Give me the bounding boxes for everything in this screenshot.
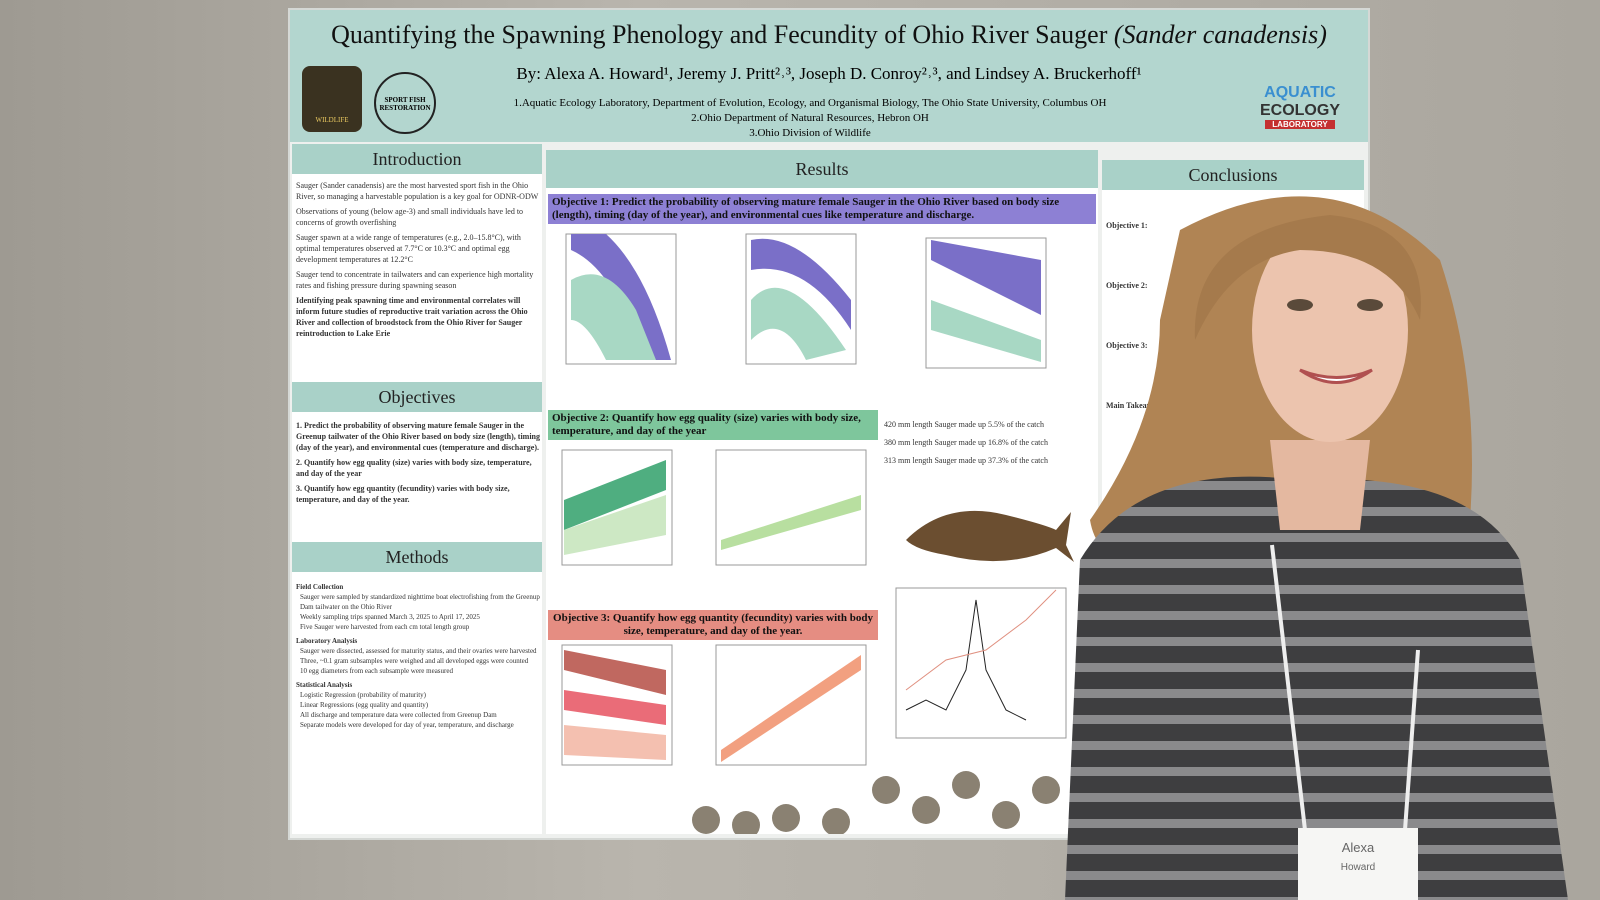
poster: Quantifying the Spawning Phenology and F…: [288, 8, 1370, 840]
bullet: Sauger spawn at a wide range of temperat…: [296, 233, 521, 264]
band: [751, 287, 846, 360]
sweater: [1065, 476, 1568, 900]
bullet: Sauger tend to concentrate in tailwaters…: [296, 270, 534, 290]
section-heading: Methods: [292, 542, 542, 572]
results-column: Results Objective 1: Predict the probabi…: [546, 150, 1098, 834]
hair-top: [1194, 215, 1421, 340]
authors: By: Alexa A. Howard¹, Jeremy J. Pritt²˒³…: [516, 64, 1142, 83]
method-line: Three, ~0.1 gram subsamples were weighed…: [300, 657, 529, 665]
neck: [1270, 440, 1370, 530]
bullet: Identifying peak spawning time and envir…: [296, 296, 528, 338]
logo-text: AQUATIC: [1264, 84, 1336, 101]
line: [905, 589, 1057, 691]
logo-text: ECOLOGY: [1259, 102, 1340, 119]
methods-text: Field Collection Sauger were sampled by s…: [296, 578, 540, 730]
title-species: (Sander canadensis): [1113, 20, 1327, 49]
band: [564, 650, 666, 695]
odnr-logo: WILDLIFE: [302, 66, 362, 132]
left-column: Introduction Sauger (Sander canadensis) …: [292, 144, 542, 834]
band: [564, 725, 666, 760]
objective: 3. Quantify how egg quantity (fecundity)…: [296, 484, 510, 504]
band: [931, 300, 1041, 362]
affiliation: 2.Ohio Department of Natural Resources, …: [691, 112, 929, 124]
eye: [1287, 299, 1313, 311]
result-figures: [561, 233, 1074, 834]
band: [564, 495, 666, 555]
objective-bar: Objective 3: Quantify how egg quantity (…: [548, 610, 878, 640]
badge-name: Alexa: [1342, 840, 1375, 855]
badge-surname: Howard: [1341, 862, 1375, 873]
method-line: Separate models were developed for day o…: [300, 721, 514, 729]
name-badge: [1298, 828, 1418, 900]
egg-photo: [692, 771, 1060, 834]
face: [1252, 218, 1408, 442]
smile: [1299, 368, 1373, 384]
obj1-plots: [565, 233, 1047, 369]
intro-text: Sauger (Sander canadensis) are the most …: [296, 180, 540, 343]
lanyard: [1270, 544, 1420, 831]
plot: [895, 587, 1067, 739]
fish: [906, 510, 1074, 562]
band: [564, 460, 666, 530]
bullet: Sauger (Sander canadensis) are the most …: [296, 181, 539, 201]
title: Quantifying the Spawning Phenology and F…: [331, 20, 1108, 49]
affiliations: 1.Aquatic Ecology Laboratory, Department…: [440, 96, 1180, 141]
method-subheading: Statistical Analysis: [296, 681, 353, 689]
objective-bar: Objective 2: Quantify how egg quality (s…: [548, 410, 878, 440]
band: [721, 655, 861, 762]
bullet: 420 mm length Sauger made up 5.5% of the…: [884, 420, 1044, 429]
band: [564, 690, 666, 725]
fish-body: [906, 510, 1074, 562]
method-line: All discharge and temperature data were …: [300, 711, 497, 719]
affiliation: 1.Aquatic Ecology Laboratory, Department…: [513, 97, 1107, 109]
method-line: Logistic Regression (probability of matu…: [300, 691, 426, 699]
poster-header: Quantifying the Spawning Phenology and F…: [290, 10, 1368, 142]
line: [905, 599, 1027, 721]
affiliation: 3.Ohio Division of Wildlife: [749, 127, 871, 139]
method-subheading: Field Collection: [296, 583, 344, 591]
band: [571, 274, 656, 360]
obj4-plot: [895, 587, 1067, 739]
section-heading: Results: [546, 150, 1098, 188]
subheading: Objective 3:: [1106, 341, 1148, 350]
objectives-text: 1. Predict the probability of observing …: [296, 420, 540, 509]
method-line: Linear Regressions (egg quality and quan…: [300, 701, 429, 709]
bullet: 313 mm length Sauger made up 37.3% of th…: [884, 456, 1048, 465]
objective: 1. Predict the probability of observing …: [296, 421, 540, 452]
sfr-logo: SPORT FISH RESTORATION: [374, 72, 436, 134]
subheading: Objective 1:: [1106, 221, 1148, 230]
method-line: 10 egg diameters from each subsample wer…: [300, 667, 453, 675]
band: [751, 238, 851, 330]
objective-bar: Objective 1: Predict the probability of …: [548, 194, 1096, 224]
bullet: Observations of young (below age-3) and …: [296, 207, 524, 227]
method-line: Weekly sampling trips spanned March 3, 2…: [300, 613, 480, 621]
subheading: Objective 2:: [1106, 281, 1148, 290]
method-subheading: Laboratory Analysis: [296, 637, 358, 645]
method-line: Sauger were dissected, assessed for matu…: [300, 647, 537, 655]
logo-text: LABORATORY: [1265, 120, 1335, 129]
section-heading: Conclusions: [1102, 160, 1364, 190]
band: [721, 495, 861, 550]
title-row: Quantifying the Spawning Phenology and F…: [290, 20, 1368, 50]
obj3-plots: [561, 644, 867, 766]
objective: 2. Quantify how egg quality (size) varie…: [296, 458, 532, 478]
bullet: 380 mm length Sauger made up 16.8% of th…: [884, 438, 1048, 447]
subheading: Main Takeaways: [1106, 401, 1164, 410]
obj2-plots: [561, 449, 867, 566]
conclusions-text: Objective 1: Objective 2: Objective 3: M…: [1106, 196, 1356, 436]
catch-text: 420 mm length Sauger made up 5.5% of the…: [884, 416, 1084, 470]
ael-logo: AQUATIC ECOLOGY LABORATORY: [1245, 84, 1355, 129]
band: [931, 240, 1041, 315]
section-heading: Objectives: [292, 382, 542, 412]
section-heading: Introduction: [292, 144, 542, 174]
method-line: Sauger were sampled by standardized nigh…: [300, 593, 540, 611]
method-line: Five Sauger were harvested from each cm …: [300, 623, 470, 631]
eye: [1357, 299, 1383, 311]
